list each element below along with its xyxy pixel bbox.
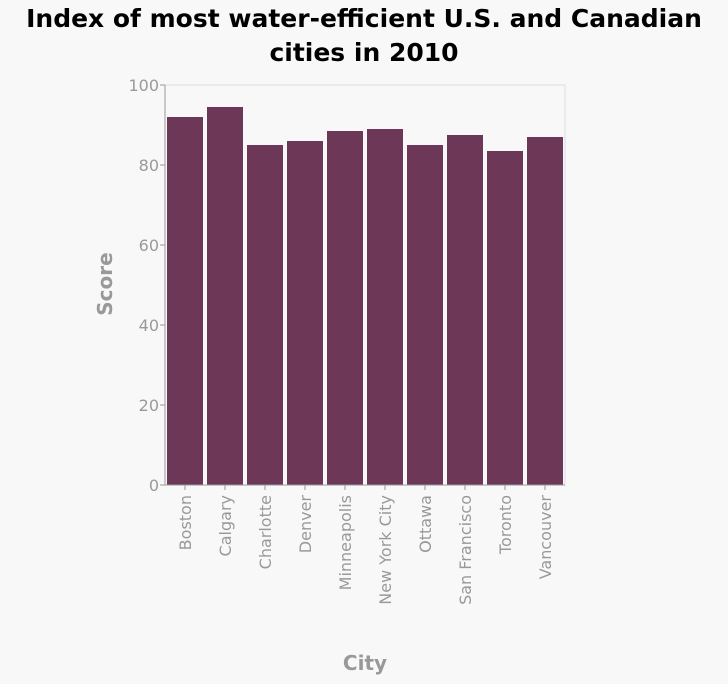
x-tick-label: Toronto [496, 495, 515, 555]
bar-boston [167, 117, 203, 485]
x-tick-label: Boston [176, 495, 195, 550]
x-tick-label: Minneapolis [336, 495, 355, 590]
y-tick-label: 60 [139, 236, 159, 255]
bar-new-york-city [367, 129, 403, 485]
x-tick-label: Denver [296, 495, 315, 554]
bar-minneapolis [327, 131, 363, 485]
y-tick-label: 40 [139, 316, 159, 335]
y-tick-label: 0 [149, 476, 159, 495]
x-tick-label: Charlotte [256, 495, 275, 569]
bar-calgary [207, 107, 243, 485]
y-axis-title: Score [93, 252, 117, 315]
bar-vancouver [527, 137, 563, 485]
chart-title-line-2: cities in 2010 [269, 38, 459, 67]
y-tick-label: 100 [128, 76, 159, 95]
y-tick-label: 80 [139, 156, 159, 175]
bar-denver [287, 141, 323, 485]
bar-ottawa [407, 145, 443, 485]
chart-title-line-1: Index of most water-efficient U.S. and C… [26, 4, 702, 33]
y-axis: 0 20 40 60 80 100 [128, 76, 166, 495]
x-tick-label: San Francisco [456, 495, 475, 605]
y-tick-label: 20 [139, 396, 159, 415]
x-axis: Boston Calgary Charlotte Denver Minneapolis N… [165, 484, 565, 605]
x-tick-label: Calgary [216, 495, 235, 556]
bars-group [167, 107, 563, 485]
bar-san-francisco [447, 135, 483, 485]
chart-title: Index of most water-efficient U.S. and C… [0, 2, 728, 70]
bar-toronto [487, 151, 523, 485]
x-tick-label: New York City [376, 495, 395, 605]
bar-charlotte [247, 145, 283, 485]
x-axis-title: City [343, 651, 387, 675]
x-tick-label: Vancouver [536, 495, 555, 580]
x-tick-label: Ottawa [416, 495, 435, 553]
